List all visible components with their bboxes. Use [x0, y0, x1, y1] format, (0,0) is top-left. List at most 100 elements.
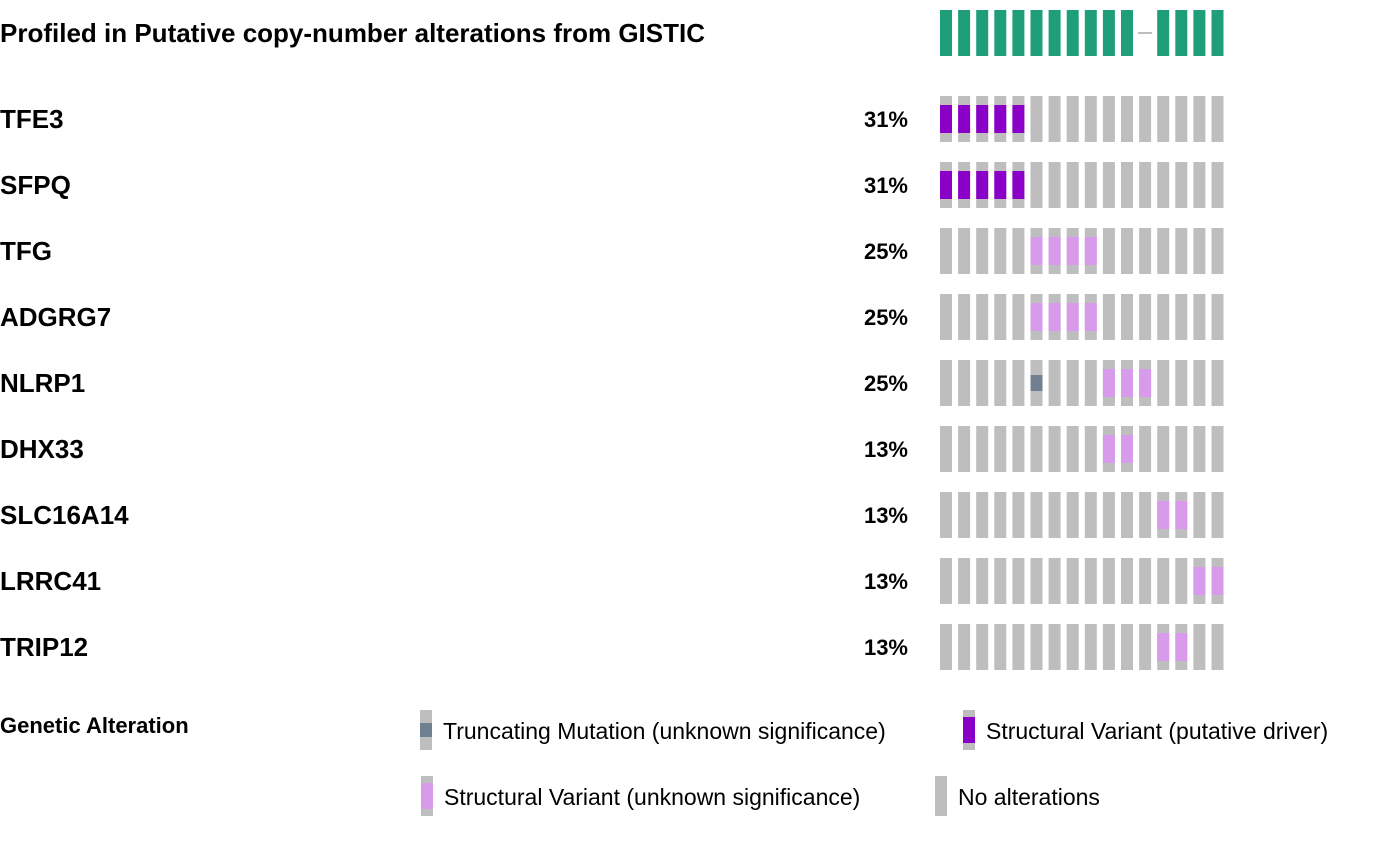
- sample-cell: [976, 426, 989, 472]
- legend-swatch-base: [935, 776, 947, 816]
- sample-cell: [1139, 162, 1152, 208]
- sample-cell: [1030, 558, 1043, 604]
- gene-percent-label: 13%: [864, 437, 908, 462]
- sample-cell: [994, 624, 1007, 670]
- sample-cell: [940, 294, 952, 340]
- sample-cell: [1193, 228, 1206, 274]
- sample-cell: [1139, 96, 1152, 142]
- profiled-cell: [994, 10, 1007, 56]
- sample-cell: [976, 624, 989, 670]
- sample-cell: [958, 492, 971, 538]
- sample-cell: [1193, 96, 1206, 142]
- legend-title: Genetic Alteration: [0, 713, 189, 738]
- structural-variant-vus-mark: [1030, 303, 1043, 331]
- sample-cell: [1066, 624, 1079, 670]
- sample-cell: [940, 228, 952, 274]
- legend-swatch-truncating: [420, 723, 432, 737]
- sample-cell: [1084, 492, 1097, 538]
- gene-percent-label: 13%: [864, 569, 908, 594]
- sample-cell: [1030, 492, 1043, 538]
- sample-cell: [1012, 360, 1025, 406]
- sample-cell: [1084, 426, 1097, 472]
- profiled-cell: [976, 10, 989, 56]
- sample-cell: [1102, 228, 1115, 274]
- sample-cell: [1084, 558, 1097, 604]
- sample-cell: [1211, 426, 1224, 472]
- sample-cell: [1048, 426, 1061, 472]
- sample-cell: [1211, 360, 1224, 406]
- sample-cell: [940, 624, 952, 670]
- sample-cell: [1030, 96, 1043, 142]
- sample-cell: [958, 228, 971, 274]
- structural-variant-vus-mark: [1157, 633, 1170, 661]
- sample-cell: [976, 294, 989, 340]
- gene-label: DHX33: [0, 434, 84, 464]
- sample-cell: [1193, 624, 1206, 670]
- sample-cell: [976, 228, 989, 274]
- sample-cell: [1139, 228, 1152, 274]
- sample-cell: [1012, 624, 1025, 670]
- sample-cell: [1175, 162, 1188, 208]
- sample-cell: [1102, 492, 1115, 538]
- structural-variant-vus-mark: [1048, 237, 1061, 265]
- sample-cell: [1030, 624, 1043, 670]
- gene-percent-label: 25%: [864, 371, 908, 396]
- sample-cell: [1157, 360, 1170, 406]
- profiled-cell: [1084, 10, 1097, 56]
- sample-cell: [958, 624, 971, 670]
- sample-cell: [1175, 426, 1188, 472]
- sample-cell: [1175, 558, 1188, 604]
- structural-variant-driver-mark: [958, 171, 971, 199]
- sample-cell: [1157, 162, 1170, 208]
- structural-variant-driver-mark: [976, 171, 989, 199]
- structural-variant-vus-mark: [1139, 369, 1152, 397]
- gene-percent-label: 25%: [864, 239, 908, 264]
- sample-cell: [1121, 492, 1133, 538]
- sample-cell: [1139, 492, 1152, 538]
- sample-cell: [1139, 426, 1152, 472]
- sample-cell: [958, 360, 971, 406]
- sample-cell: [1102, 558, 1115, 604]
- sample-cell: [1084, 96, 1097, 142]
- sample-cell: [1211, 624, 1224, 670]
- sample-cell: [1121, 162, 1133, 208]
- sample-cell: [1193, 492, 1206, 538]
- gene-label: TFE3: [0, 104, 64, 134]
- sample-cell: [1121, 624, 1133, 670]
- structural-variant-vus-mark: [1175, 633, 1188, 661]
- sample-cell: [1193, 360, 1206, 406]
- structural-variant-driver-mark: [1012, 105, 1025, 133]
- sample-cell: [1066, 360, 1079, 406]
- structural-variant-driver-mark: [940, 105, 952, 133]
- sample-cell: [1175, 96, 1188, 142]
- structural-variant-vus-mark: [1211, 567, 1224, 595]
- legend-item: Truncating Mutation (unknown significanc…: [420, 710, 886, 750]
- legend-item-label: Truncating Mutation (unknown significanc…: [443, 718, 886, 744]
- profiled-cell: [1066, 10, 1079, 56]
- sample-cell: [1139, 624, 1152, 670]
- sample-cell: [1211, 492, 1224, 538]
- sample-cell: [1211, 162, 1224, 208]
- sample-cell: [1175, 294, 1188, 340]
- legend-item-label: Structural Variant (unknown significance…: [444, 784, 860, 810]
- structural-variant-vus-mark: [1175, 501, 1188, 529]
- sample-cell: [1048, 162, 1061, 208]
- legend-item: Structural Variant (putative driver): [963, 710, 1328, 750]
- sample-cell: [1012, 492, 1025, 538]
- sample-cell: [1048, 360, 1061, 406]
- sample-cell: [1139, 294, 1152, 340]
- sample-cell: [976, 492, 989, 538]
- structural-variant-vus-mark: [1030, 237, 1043, 265]
- sample-cell: [1030, 426, 1043, 472]
- gene-percent-label: 13%: [864, 503, 908, 528]
- legend-swatch-sv-vus: [421, 783, 433, 809]
- structural-variant-vus-mark: [1121, 435, 1133, 463]
- sample-cell: [1211, 228, 1224, 274]
- structural-variant-driver-mark: [994, 105, 1007, 133]
- structural-variant-vus-mark: [1157, 501, 1170, 529]
- sample-cell: [1012, 294, 1025, 340]
- sample-cell: [976, 558, 989, 604]
- legend-swatch-sv-driver: [963, 717, 975, 743]
- sample-cell: [994, 360, 1007, 406]
